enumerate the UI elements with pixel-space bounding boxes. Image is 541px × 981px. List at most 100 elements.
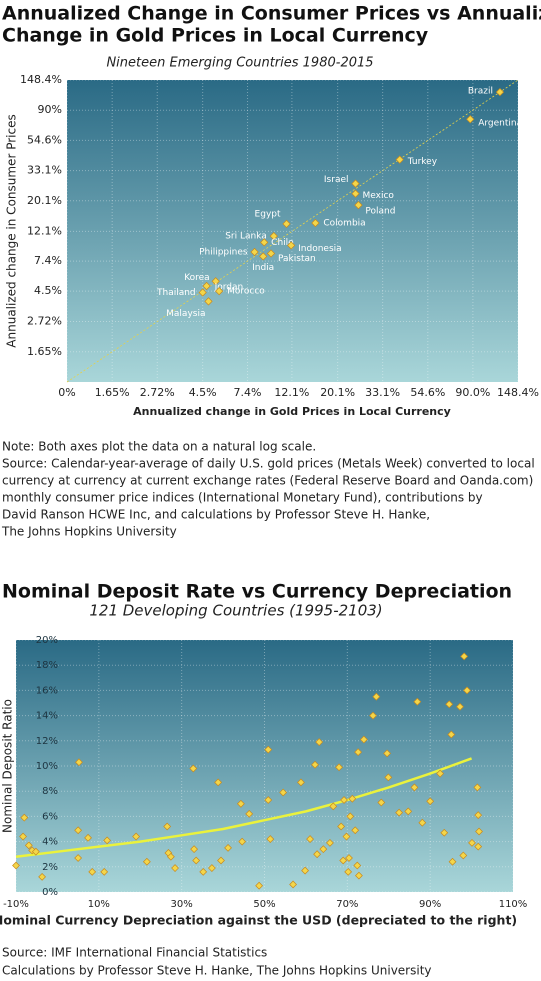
x-tick-label: 50%: [253, 899, 275, 910]
point-label: Sri Lanka: [225, 232, 267, 242]
data-point: [354, 201, 363, 210]
y-tick-label: 33.1%: [27, 164, 62, 177]
data-point: [354, 748, 362, 757]
data-point: [426, 797, 435, 806]
data-point: [19, 832, 27, 841]
note: David Ranson HCWE Inc, and calculations …: [2, 508, 430, 522]
note: Source: Calendar-year-average of daily U…: [2, 457, 535, 471]
chart-subtitle: 121 Developing Countries (1995-2103): [89, 602, 382, 620]
data-point: [24, 841, 33, 850]
y-tick-label: 54.6%: [27, 133, 62, 146]
x-tick-label: 54.6%: [410, 386, 445, 399]
data-point: [340, 796, 348, 804]
data-point: [468, 838, 476, 847]
point-label: Philippines: [199, 248, 248, 258]
data-point: [214, 778, 223, 787]
point-label: Morocco: [227, 287, 265, 297]
point-label: Jordan: [214, 283, 244, 293]
data-point: [360, 735, 368, 744]
y-tick-label: 12.1%: [27, 224, 62, 237]
data-point: [279, 788, 288, 797]
data-point: [88, 867, 97, 876]
data-point: [459, 851, 468, 860]
data-point: [287, 241, 296, 250]
data-point: [306, 835, 314, 843]
point-label: Malaysia: [166, 309, 205, 319]
x-tick-label: 4.5%: [189, 386, 217, 399]
x-tick-label: 1.65%: [95, 386, 130, 399]
x-tick-label: -10%: [3, 899, 29, 910]
data-point: [466, 115, 475, 124]
data-point: [12, 861, 20, 870]
y-tick-label: 4.5%: [34, 284, 62, 297]
data-point: [245, 809, 254, 818]
y-tick-label: 1.65%: [27, 345, 62, 358]
data-point: [313, 850, 321, 859]
data-point: [315, 738, 324, 746]
point-label: Colombia: [323, 219, 365, 229]
y-tick-label: 7.4%: [34, 254, 62, 267]
data-point: [495, 87, 505, 97]
data-point: [395, 808, 403, 817]
y-tick-label: 90%: [38, 103, 62, 116]
point-label: Brazil: [468, 87, 493, 97]
point-label: Egypt: [255, 209, 281, 219]
data-point: [236, 799, 245, 808]
y-tick-label: 2%: [42, 862, 58, 873]
x-tick-label: 33.1%: [365, 386, 400, 399]
data-point: [266, 835, 275, 843]
reference-line: [66, 79, 519, 383]
data-point: [377, 798, 386, 807]
x-axis-title: Annualized change in Gold Prices in Loca…: [133, 405, 451, 418]
y-axis-title: Annualized change in Consumer Prices: [5, 114, 19, 347]
x-tick-label: 7.4%: [234, 386, 262, 399]
data-point: [345, 854, 353, 862]
data-point: [440, 828, 449, 837]
data-point: [395, 155, 404, 164]
y-tick-label: 4%: [42, 837, 58, 848]
data-point: [473, 783, 482, 792]
data-point: [189, 764, 198, 773]
data-point: [74, 826, 83, 835]
data-point: [404, 807, 413, 816]
data-point: [326, 838, 334, 847]
point-label: Indonesia: [298, 244, 342, 254]
x-tick-label: 0%: [58, 386, 75, 399]
data-point: [217, 856, 225, 865]
data-point: [266, 249, 276, 258]
x-tick-label: 10%: [88, 899, 110, 910]
data-point: [418, 818, 427, 827]
data-point: [264, 796, 273, 804]
y-tick-label: 20%: [36, 635, 58, 646]
data-point: [329, 802, 338, 811]
data-point: [167, 852, 175, 861]
chart-title: Nominal Deposit Rate vs Currency Depreci…: [2, 581, 512, 603]
data-point: [413, 697, 422, 706]
x-tick-label: 90%: [419, 899, 441, 910]
chart-title: Annualized Change in Consumer Prices vs …: [2, 3, 541, 25]
data-point: [269, 231, 278, 241]
data-point: [259, 252, 268, 261]
data-point: [311, 218, 320, 228]
data-point: [208, 864, 216, 872]
x-axis-title: Nominal Currency Depreciation against th…: [0, 913, 517, 928]
data-point: [351, 826, 360, 835]
data-point: [355, 871, 363, 880]
data-point: [75, 758, 83, 767]
data-point: [337, 822, 346, 831]
data-point: [215, 287, 224, 296]
data-point: [238, 837, 247, 846]
data-point: [372, 692, 381, 701]
data-point: [384, 773, 393, 782]
note: The Johns Hopkins University: [1, 525, 177, 539]
data-point: [301, 866, 309, 875]
data-point: [74, 854, 83, 862]
data-point: [142, 857, 151, 866]
point-label: Pakistan: [278, 254, 316, 264]
data-point: [282, 219, 291, 229]
data-point: [342, 832, 351, 841]
note: Note: Both axes plot the data on a natur…: [2, 440, 316, 454]
data-point: [297, 778, 305, 787]
y-tick-label: 6%: [42, 811, 58, 822]
